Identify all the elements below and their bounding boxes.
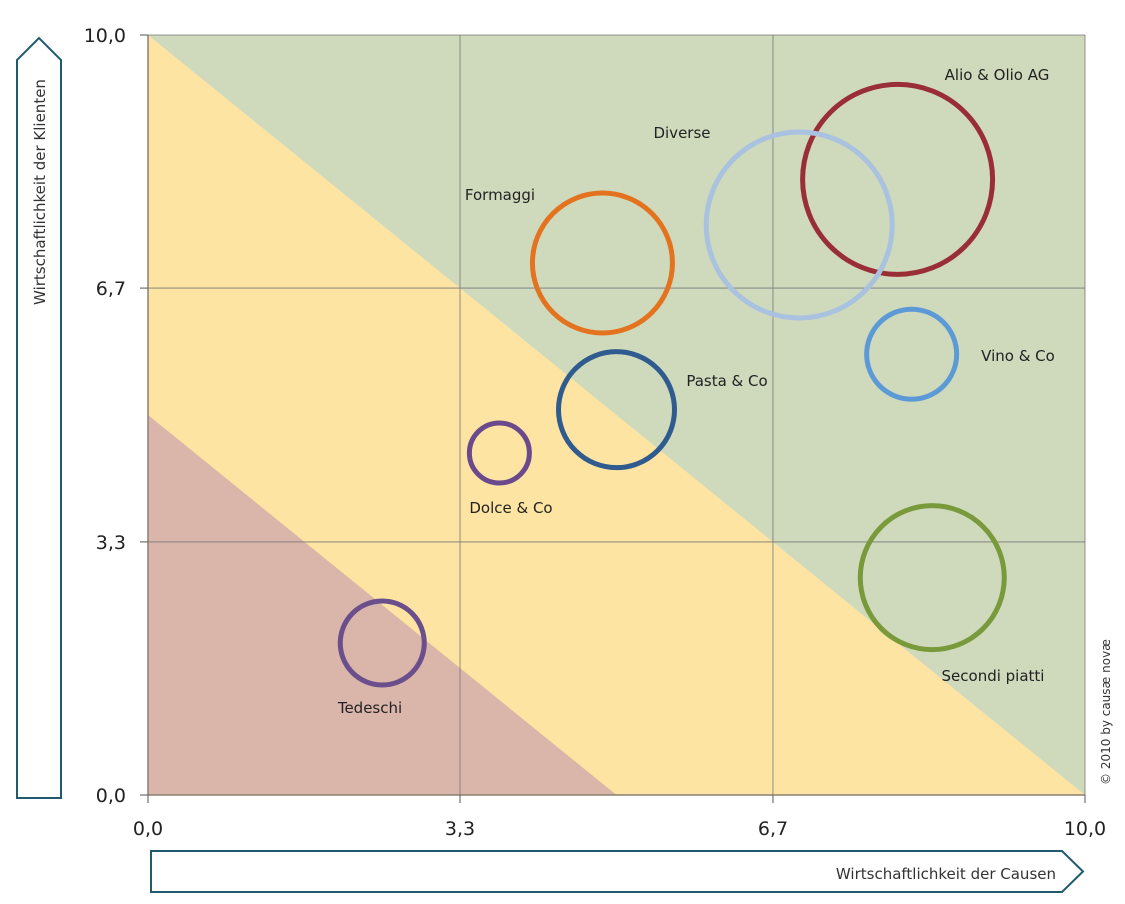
bubble-dolce-co — [466, 420, 532, 486]
y-tick-label: 6,7 — [96, 278, 126, 300]
x-tick-label: 0,0 — [133, 818, 163, 840]
bubble-diverse — [703, 129, 895, 321]
bubble-label: Vino & Co — [981, 347, 1055, 365]
bubble-alio-olio-ag — [800, 81, 996, 277]
x-tick-label: 3,3 — [445, 818, 475, 840]
y-tick-label: 10,0 — [84, 25, 126, 47]
bubble-tedeschi — [337, 598, 427, 688]
y-axis-arrow: Wirtschaftlichkeit der Klienten — [16, 36, 62, 799]
zone-red — [148, 415, 617, 795]
bubble-label: Pasta & Co — [686, 372, 767, 390]
x-tick-label: 6,7 — [758, 818, 788, 840]
bubble-label: Secondi piatti — [942, 667, 1045, 685]
bubble-formaggi — [529, 190, 675, 336]
copyright-text: © 2010 by causæ novæ — [1099, 639, 1113, 785]
x-axis-arrow: Wirtschaftlichkeit der Causen — [150, 850, 1085, 893]
y-tick-label: 0,0 — [96, 785, 126, 807]
bubble-label: Tedeschi — [337, 699, 402, 717]
bubble-label: Dolce & Co — [469, 499, 552, 517]
bubble-vino-co — [864, 306, 960, 402]
x-axis-label: Wirtschaftlichkeit der Causen — [836, 865, 1056, 883]
bubble-label: Alio & Olio AG — [945, 66, 1050, 84]
bubble-pasta-co — [556, 349, 677, 471]
bubble-label: Formaggi — [465, 186, 535, 204]
y-tick-label: 3,3 — [96, 532, 126, 554]
bubble-label: Diverse — [653, 124, 710, 142]
zone-green — [148, 35, 1085, 795]
bubble-secondi-piatti — [857, 503, 1007, 653]
x-tick-label: 10,0 — [1064, 818, 1106, 840]
y-axis-label: Wirtschaftlichkeit der Klienten — [31, 79, 49, 305]
